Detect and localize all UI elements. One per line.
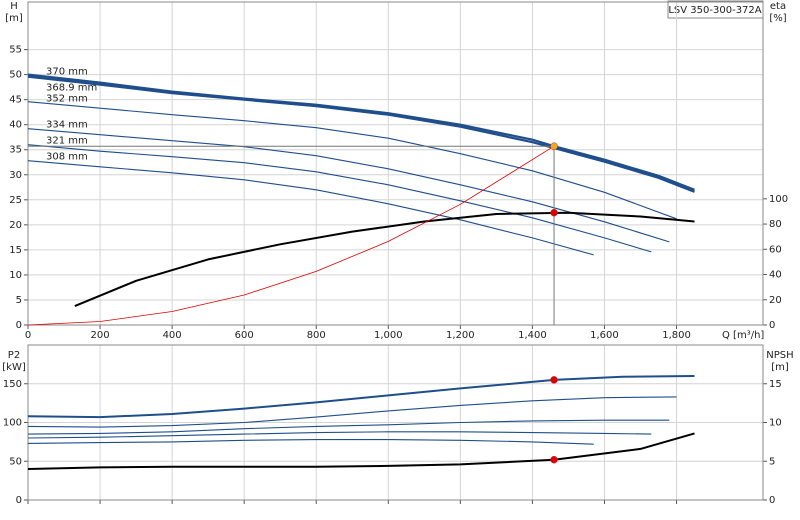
curve bbox=[27, 439, 594, 445]
curve bbox=[27, 396, 677, 428]
x-tick-label: 0 bbox=[25, 330, 31, 341]
y2-unit: [m] bbox=[771, 362, 789, 373]
x-tick-label: 1,800 bbox=[662, 330, 691, 341]
y-tick-label: 45 bbox=[9, 95, 22, 106]
plot-frame bbox=[27, 1, 764, 326]
curve bbox=[74, 211, 695, 308]
y2-tick-label: 80 bbox=[769, 219, 782, 230]
curve bbox=[27, 145, 555, 326]
x-tick-label: 1,600 bbox=[590, 330, 619, 341]
y2-tick-label: 10 bbox=[769, 418, 782, 429]
y-tick-label: 40 bbox=[9, 120, 22, 131]
curve-label: 308 mm bbox=[46, 152, 88, 163]
y-tick-label: 30 bbox=[9, 170, 22, 181]
curve bbox=[27, 432, 695, 470]
y-label: H bbox=[10, 1, 18, 12]
y-unit: [m] bbox=[5, 13, 23, 24]
curve bbox=[27, 144, 652, 253]
curve bbox=[27, 419, 670, 435]
operating-point bbox=[550, 455, 558, 464]
y-tick-label: 0 bbox=[16, 320, 22, 331]
y2-label: NPSH bbox=[766, 350, 793, 361]
x-tick-label: 200 bbox=[91, 330, 110, 341]
y-label: P2 bbox=[8, 350, 20, 361]
x-tick-label: 800 bbox=[307, 330, 326, 341]
y-unit: [kW] bbox=[2, 362, 26, 373]
y-tick-label: 20 bbox=[9, 220, 22, 231]
y2-tick-label: 0 bbox=[769, 495, 775, 506]
x-label: Q [m³/h] bbox=[722, 330, 764, 341]
y2-tick-label: 15 bbox=[769, 379, 782, 390]
curve bbox=[27, 431, 652, 439]
curve bbox=[27, 375, 695, 419]
y-tick-label: 0 bbox=[16, 495, 22, 506]
y-tick-label: 25 bbox=[9, 195, 22, 206]
y-tick-label: 10 bbox=[9, 270, 22, 281]
y2-tick-label: 5 bbox=[769, 456, 775, 467]
y2-label: eta bbox=[770, 1, 786, 12]
y2-tick-label: 100 bbox=[769, 194, 788, 205]
y-tick-label: 55 bbox=[9, 45, 22, 56]
operating-point bbox=[550, 376, 558, 384]
curve bbox=[27, 160, 594, 256]
y-tick-label: 150 bbox=[3, 379, 22, 390]
x-tick-label: 1,200 bbox=[446, 330, 475, 341]
y-tick-label: 50 bbox=[9, 70, 22, 81]
curve bbox=[27, 101, 677, 220]
x-tick-label: 1,000 bbox=[374, 330, 403, 341]
curve bbox=[27, 75, 695, 193]
y-tick-label: 5 bbox=[16, 295, 22, 306]
operating-point bbox=[550, 208, 558, 217]
curve-label: 321 mm bbox=[46, 136, 88, 147]
y-tick-label: 35 bbox=[9, 145, 22, 156]
operating-point bbox=[550, 142, 558, 150]
curve-label: 334 mm bbox=[46, 120, 88, 131]
plot-frame bbox=[27, 344, 764, 501]
x-tick-label: 1,400 bbox=[518, 330, 547, 341]
x-tick-label: 600 bbox=[235, 330, 254, 341]
curve-label: 370 mm bbox=[46, 67, 88, 78]
y2-tick-label: 0 bbox=[769, 320, 775, 331]
y2-tick-label: 60 bbox=[769, 244, 782, 255]
y2-unit: [%] bbox=[769, 13, 786, 24]
curve-label: 352 mm bbox=[46, 94, 88, 105]
y2-tick-label: 20 bbox=[769, 295, 782, 306]
y-tick-label: 50 bbox=[9, 456, 22, 467]
curve-label: 368.9 mm bbox=[46, 83, 97, 94]
y-tick-label: 100 bbox=[3, 418, 22, 429]
x-tick-label: 400 bbox=[163, 330, 182, 341]
curve bbox=[27, 73, 695, 191]
y2-tick-label: 40 bbox=[769, 270, 782, 281]
chart-title: LSV 350-300-372A bbox=[668, 5, 761, 16]
y-tick-label: 15 bbox=[9, 245, 22, 256]
